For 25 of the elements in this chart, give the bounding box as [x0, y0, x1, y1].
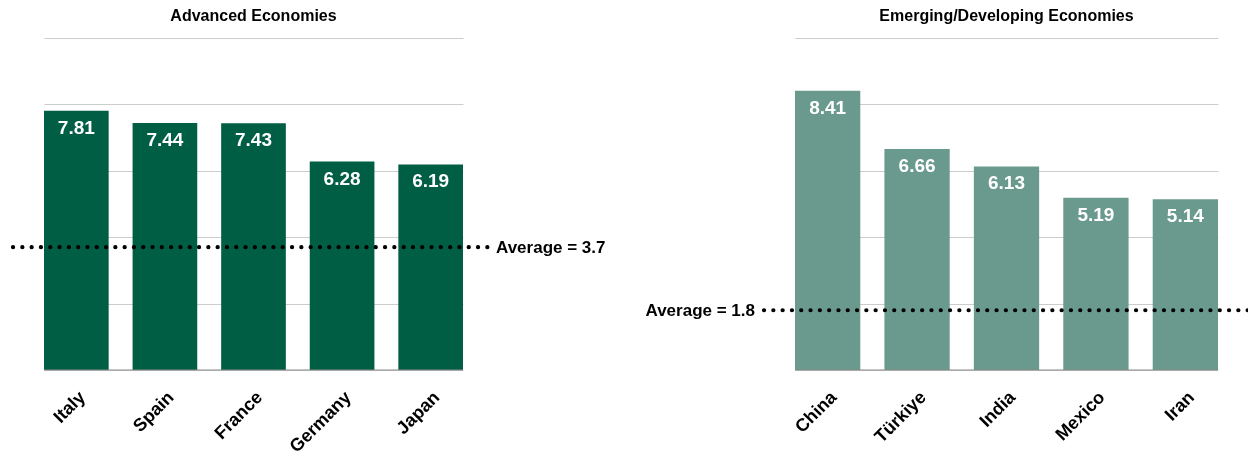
x-tick-label: Iran — [1160, 387, 1199, 425]
ref-line-label: Average = 1.8 — [645, 301, 755, 321]
data-label: 7.44 — [146, 128, 184, 150]
data-label: 5.14 — [1166, 205, 1205, 227]
bar — [132, 122, 198, 370]
ref-line-label: Average = 3.7 — [496, 238, 606, 258]
data-label: 6.19 — [412, 170, 450, 192]
data-label: 7.43 — [235, 129, 272, 151]
bar — [795, 90, 861, 370]
chart-title: Emerging/Developing Economies — [879, 7, 1134, 24]
bar — [398, 164, 463, 370]
data-label: 7.81 — [57, 116, 96, 138]
data-label: 6.28 — [323, 167, 361, 189]
bar — [44, 110, 109, 370]
data-label: 6.13 — [988, 172, 1025, 194]
bar — [1152, 199, 1218, 370]
bar — [309, 161, 375, 370]
data-label: 6.66 — [898, 154, 936, 176]
bar — [1063, 197, 1129, 370]
bar — [884, 148, 950, 370]
chart-title: Advanced Economies — [170, 7, 337, 24]
data-label: 8.41 — [809, 96, 847, 118]
bar — [973, 166, 1040, 370]
bar — [221, 123, 286, 370]
data-label: 5.19 — [1077, 203, 1115, 225]
